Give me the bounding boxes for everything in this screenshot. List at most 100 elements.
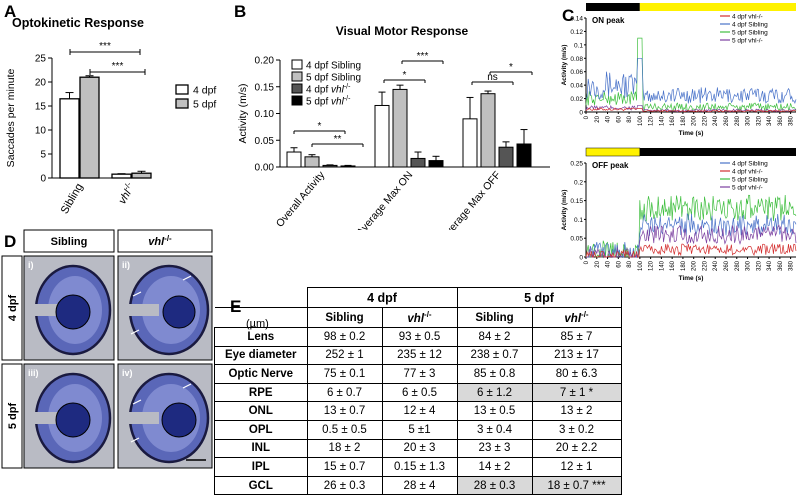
arrow-icon	[132, 291, 142, 297]
y-tick-label: 0.14	[570, 16, 583, 23]
bar	[480, 93, 496, 168]
series-line	[585, 37, 797, 113]
table-cell: 15 ± 0.7	[306, 457, 383, 477]
col-header-box	[117, 229, 213, 253]
bar	[410, 157, 426, 168]
x-tick-label: 20	[595, 115, 601, 122]
y-tick-label: 0.08	[570, 56, 583, 63]
y-tick-label: 0.06	[570, 69, 583, 76]
subpanel-label: i)	[28, 260, 34, 270]
sig-label: ***	[112, 61, 124, 72]
y-tick-label: 0.05	[255, 136, 275, 147]
series-line	[585, 107, 797, 113]
legend-label: 4 dpf Sibling	[732, 161, 768, 168]
legend-label: 4 dpf Sibling	[306, 61, 361, 72]
legend-label: 4 dpf	[193, 85, 216, 97]
table-cell: 6 ± 0.7	[306, 382, 383, 403]
panel-label-c: C	[562, 6, 575, 25]
y-tick-label: 15	[35, 102, 47, 113]
y-tick-label: 0.00	[255, 163, 275, 174]
col-header-box	[23, 229, 115, 253]
legend-swatch	[291, 95, 303, 106]
table-cell: 75 ± 0.1	[306, 364, 383, 384]
table-cell: 7 ± 1 *	[531, 382, 622, 403]
x-tick-label: 120	[649, 115, 655, 126]
x-tick-label: Sibling	[59, 182, 86, 217]
sig-label: ns	[487, 72, 498, 83]
legend-label: 5 dpf vhl-/-	[732, 38, 763, 45]
table-row: Eye diameter 252 ± 1 235 ± 12 238 ± 0.7 213 …	[214, 345, 622, 366]
y-tick-label: 0.15	[255, 82, 275, 93]
bar	[462, 118, 478, 168]
x-axis-label: Time (s)	[679, 130, 704, 137]
x-tick-label: 100	[638, 260, 644, 271]
y-tick-label: 25	[35, 54, 47, 65]
table-cell: 12 ± 4	[381, 401, 458, 421]
table-cell: 6 ± 1.2	[456, 382, 533, 403]
arrow-icon	[130, 329, 140, 335]
row-label: ONL	[214, 401, 308, 421]
chart-b-visual-motor: Visual Motor Response 0.00 0.05 0.10 0.15 0.2…	[237, 24, 550, 230]
y-tick-label: 0.1	[574, 217, 583, 224]
x-tick-label: 200	[692, 115, 698, 126]
x-tick-label: 140	[659, 260, 665, 271]
x-tick-label: 320	[756, 260, 762, 271]
legend-text: 5 dpf	[306, 97, 331, 108]
row-label: IPL	[214, 457, 308, 477]
legend-label: 4 dpf vhl-/-	[732, 14, 763, 21]
bar	[392, 88, 408, 168]
y-axis-label: Activity (m/s)	[237, 83, 249, 143]
x-tick-label: 40	[606, 115, 612, 122]
table-row: ONL 13 ± 0.7 12 ± 4 13 ± 0.5 13 ± 2	[214, 401, 622, 421]
x-tick-label: 80	[627, 115, 633, 122]
x-tick-label: 100	[638, 115, 644, 126]
legend-sup: -/-	[344, 96, 351, 103]
legend-gene: vhl	[331, 85, 345, 96]
eye-gap	[26, 304, 63, 316]
x-tick-label: 80	[627, 260, 633, 267]
x-tick-label: Average Max ON	[354, 169, 415, 230]
series-line	[586, 224, 797, 259]
row-label: INL	[214, 438, 308, 459]
x-tick-label: 340	[767, 260, 773, 271]
sub-header: Sibling	[306, 307, 383, 328]
legend-label: 5 dpf Sibling	[732, 30, 768, 37]
table-cell: 18 ± 0.7 ***	[531, 475, 622, 495]
y-tick-label: 0	[40, 174, 46, 185]
y-tick-label: 0.04	[570, 83, 583, 90]
table-cell: 28 ± 4	[381, 475, 458, 495]
bar	[79, 76, 100, 179]
series-line	[585, 242, 797, 259]
table-row: OPL 0.5 ± 0.5 5 ±1 3 ± 0.4 3 ± 0.2	[214, 419, 622, 440]
arrow-icon	[132, 399, 142, 405]
x-tick-label: 220	[702, 115, 708, 126]
legend-text: 4 dpf	[306, 85, 331, 96]
sub-header: Sibling	[456, 307, 533, 328]
row-header-box	[1, 363, 23, 469]
sub-header: vhl-/-	[381, 307, 458, 328]
x-tick-label: Average Max OFF	[439, 169, 503, 230]
legend-label: 5 dpf Sibling	[306, 73, 361, 84]
x-tick-label: 360	[778, 260, 784, 271]
table-cell: 14 ± 2	[456, 457, 533, 477]
table-cell: 12 ± 1	[531, 457, 622, 477]
x-tick-label: 40	[606, 260, 612, 267]
legend-label: 5 dpf vhl-/-	[732, 185, 763, 192]
dark-period-bar	[639, 148, 796, 156]
table-cell: 213 ± 17	[531, 345, 622, 366]
y-tick-label: 0.15	[570, 198, 583, 205]
x-tick-label: 380	[789, 260, 795, 271]
sig-label: *	[318, 121, 322, 132]
x-tick-label: 0	[584, 260, 590, 264]
x-axis-label: Time (s)	[679, 275, 704, 282]
group-header-4dpf: 4 dpf	[306, 287, 458, 308]
table-row: RPE 6 ± 0.7 6 ± 0.5 6 ± 1.2 7 ± 1 *	[214, 382, 622, 403]
bar	[286, 151, 302, 168]
x-tick-label: 380	[789, 115, 795, 126]
table-row: Optic Nerve 75 ± 0.1 77 ± 3 85 ± 0.8 80 ± 6.…	[214, 364, 622, 384]
row-label: Eye diameter	[214, 345, 308, 366]
x-tick-label: 300	[746, 115, 752, 126]
lens	[55, 294, 91, 330]
x-tick-label: 200	[692, 260, 698, 271]
bar	[374, 104, 390, 168]
